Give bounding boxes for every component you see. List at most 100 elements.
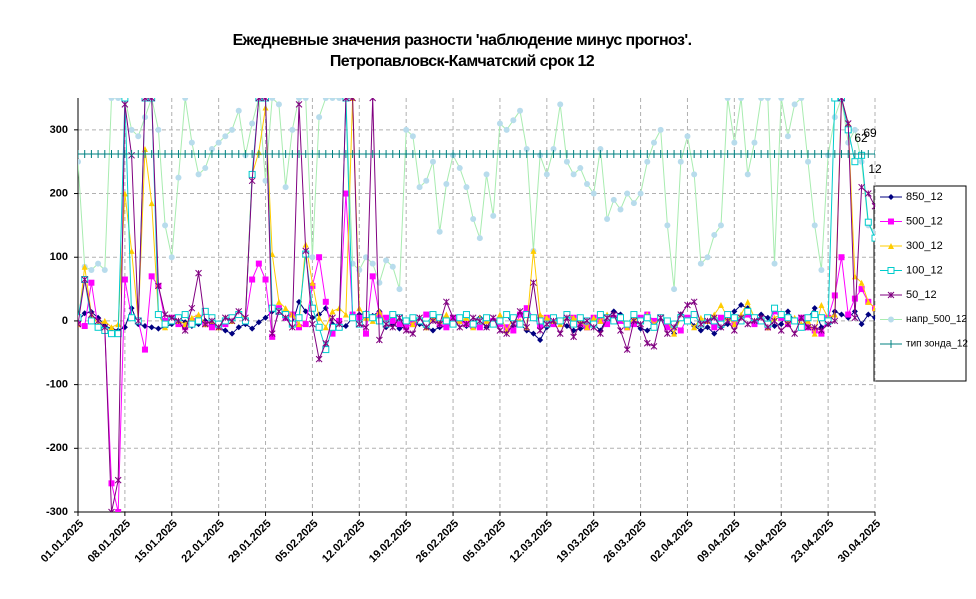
- data-point: [78, 158, 81, 165]
- data-point: [296, 98, 303, 101]
- data-point: [604, 216, 611, 223]
- data-point: [516, 308, 524, 315]
- data-point: [469, 314, 477, 322]
- data-point: [161, 150, 170, 159]
- data-point: [329, 314, 336, 322]
- data-point: [670, 150, 679, 159]
- data-point: [147, 150, 156, 159]
- data-point: [697, 320, 705, 328]
- data-point: [282, 305, 289, 312]
- data-point: [289, 126, 296, 133]
- data-point: [865, 298, 872, 305]
- data-point: [188, 304, 196, 312]
- data-point: [449, 314, 457, 322]
- x-tick-label: 22.01.2025: [179, 518, 226, 565]
- data-point: [175, 321, 182, 328]
- data-point: [824, 320, 832, 328]
- data-point: [831, 317, 839, 325]
- data-point: [288, 150, 297, 159]
- data-point: [596, 311, 604, 319]
- data-point: [475, 150, 484, 159]
- data-point: [175, 317, 182, 325]
- data-point: [114, 150, 123, 159]
- data-point: [743, 150, 752, 159]
- data-point: [530, 279, 537, 287]
- data-point: [516, 150, 525, 159]
- data-point: [382, 150, 391, 159]
- data-point: [871, 234, 875, 242]
- data-point: [771, 323, 778, 330]
- data-point: [583, 150, 592, 159]
- data-point: [469, 150, 478, 159]
- data-point: [629, 150, 638, 159]
- data-point: [871, 202, 875, 210]
- data-point: [201, 307, 209, 315]
- data-point: [274, 150, 283, 159]
- data-point: [517, 107, 524, 114]
- data-point: [201, 320, 209, 328]
- data-point: [670, 323, 678, 331]
- data-point: [723, 150, 732, 159]
- data-point: [162, 222, 169, 229]
- data-point: [844, 120, 852, 127]
- data-point: [778, 98, 785, 101]
- data-point: [275, 308, 283, 315]
- data-point: [188, 139, 195, 146]
- data-point: [81, 323, 88, 330]
- data-point: [616, 150, 625, 159]
- data-point: [248, 177, 256, 185]
- data-point: [255, 260, 262, 267]
- data-point: [737, 150, 746, 159]
- data-point: [791, 317, 799, 325]
- data-point: [155, 126, 162, 133]
- data-point: [168, 254, 175, 261]
- data-point: [362, 323, 370, 331]
- data-point: [329, 308, 336, 315]
- data-point: [396, 286, 403, 293]
- data-point: [78, 320, 82, 328]
- data-point: [744, 171, 751, 178]
- data-point: [469, 320, 477, 328]
- data-point: [140, 150, 149, 159]
- data-point: [857, 150, 866, 159]
- data-point: [78, 150, 82, 159]
- data-point: [108, 324, 115, 331]
- data-point: [549, 150, 558, 159]
- data-point: [503, 330, 510, 338]
- data-point: [810, 150, 819, 159]
- data-point: [81, 276, 89, 283]
- data-point: [831, 292, 838, 299]
- data-point: [858, 321, 865, 328]
- data-point: [677, 158, 684, 165]
- data-point: [261, 150, 270, 159]
- data-point: [296, 324, 303, 331]
- data-point: [376, 311, 383, 318]
- data-point: [349, 314, 357, 322]
- data-point: [88, 311, 95, 318]
- data-point: [456, 165, 463, 172]
- data-point: [704, 324, 711, 331]
- chart-title: Ежедневные значения разности 'наблюдение…: [233, 32, 692, 49]
- data-point: [107, 150, 116, 159]
- data-point: [677, 311, 685, 318]
- data-point: [763, 150, 772, 159]
- data-point: [771, 317, 778, 325]
- data-point: [643, 314, 651, 322]
- data-point: [711, 231, 718, 238]
- data-point: [443, 298, 450, 306]
- data-point: [556, 317, 564, 325]
- data-point: [483, 323, 490, 331]
- data-point: [711, 330, 718, 337]
- data-point: [155, 282, 162, 290]
- data-point: [282, 314, 289, 322]
- data-point: [208, 145, 215, 152]
- data-point: [208, 317, 216, 325]
- data-point: [550, 145, 557, 152]
- data-point: [805, 158, 812, 165]
- data-point: [121, 276, 128, 283]
- data-point: [322, 339, 330, 347]
- data-point: [730, 314, 738, 322]
- data-point: [784, 133, 791, 140]
- x-tick-label: 23.04.2025: [789, 518, 836, 565]
- data-point: [415, 150, 424, 159]
